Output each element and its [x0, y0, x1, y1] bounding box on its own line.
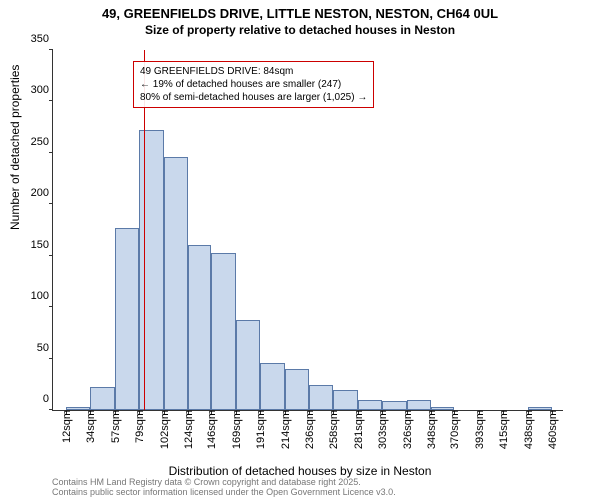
x-tick-label: 438sqm — [523, 410, 535, 449]
y-tick-label: 50 — [37, 342, 53, 354]
x-tick-label: 236sqm — [304, 410, 316, 449]
y-tick-label: 150 — [31, 239, 53, 251]
x-tick-label: 460sqm — [547, 410, 559, 449]
annotation-line1: 49 GREENFIELDS DRIVE: 84sqm — [140, 65, 367, 78]
histogram-bar — [236, 320, 260, 411]
y-tick-label: 0 — [43, 393, 53, 405]
x-tick-label: 303sqm — [377, 410, 389, 449]
x-tick-label: 102sqm — [159, 410, 171, 449]
x-tick-label: 79sqm — [134, 410, 146, 443]
y-tick-label: 100 — [31, 290, 53, 302]
histogram-bar — [90, 387, 115, 410]
x-tick-label: 415sqm — [498, 410, 510, 449]
annotation-line3: 80% of semi-detached houses are larger (… — [140, 91, 367, 104]
histogram-bar — [211, 253, 236, 410]
chart-title-line1: 49, GREENFIELDS DRIVE, LITTLE NESTON, NE… — [0, 0, 600, 23]
histogram-bar — [382, 401, 407, 410]
plot-area: 05010015020025030035012sqm34sqm57sqm79sq… — [52, 50, 563, 411]
histogram-bar — [188, 245, 212, 410]
y-tick-label: 350 — [31, 33, 53, 45]
x-tick-label: 191sqm — [255, 410, 267, 449]
x-tick-label: 258sqm — [328, 410, 340, 449]
histogram-bar — [333, 390, 358, 410]
x-tick-label: 12sqm — [61, 410, 73, 443]
chart-footer: Contains HM Land Registry data © Crown c… — [52, 478, 396, 498]
x-tick-label: 370sqm — [449, 410, 461, 449]
histogram-bar — [66, 407, 90, 410]
x-tick-label: 34sqm — [85, 410, 97, 443]
footer-line2: Contains public sector information licen… — [52, 488, 396, 498]
x-tick-label: 214sqm — [280, 410, 292, 449]
histogram-bar — [260, 363, 285, 410]
property-size-histogram: 49, GREENFIELDS DRIVE, LITTLE NESTON, NE… — [0, 0, 600, 500]
y-tick-label: 250 — [31, 136, 53, 148]
x-tick-label: 326sqm — [402, 410, 414, 449]
x-axis-label: Distribution of detached houses by size … — [0, 464, 600, 478]
x-tick-label: 393sqm — [474, 410, 486, 449]
x-tick-label: 169sqm — [231, 410, 243, 449]
x-tick-label: 281sqm — [353, 410, 365, 449]
histogram-bar — [309, 385, 333, 410]
property-annotation-box: 49 GREENFIELDS DRIVE: 84sqm← 19% of deta… — [133, 61, 374, 108]
histogram-bar — [528, 407, 552, 410]
annotation-line2: ← 19% of detached houses are smaller (24… — [140, 78, 367, 91]
x-tick-label: 124sqm — [183, 410, 195, 449]
histogram-bar — [164, 157, 188, 410]
histogram-bar — [358, 400, 382, 410]
x-tick-label: 57sqm — [110, 410, 122, 443]
x-tick-label: 146sqm — [206, 410, 218, 449]
y-tick-label: 200 — [31, 187, 53, 199]
histogram-bar — [139, 130, 164, 410]
histogram-bar — [431, 407, 455, 410]
histogram-bar — [407, 400, 431, 410]
chart-title-line2: Size of property relative to detached ho… — [0, 23, 600, 37]
histogram-bar — [285, 369, 309, 410]
histogram-bar — [115, 228, 139, 410]
x-tick-label: 348sqm — [426, 410, 438, 449]
y-axis-label: Number of detached properties — [8, 65, 22, 230]
y-tick-label: 300 — [31, 84, 53, 96]
